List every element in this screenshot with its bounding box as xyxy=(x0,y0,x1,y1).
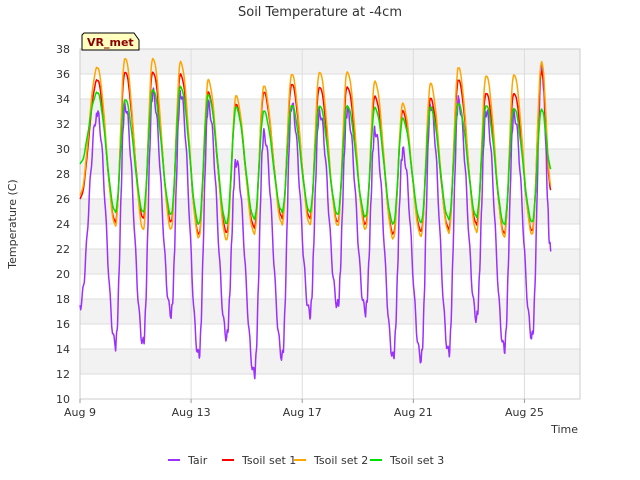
grid-band xyxy=(80,299,580,324)
series-lines xyxy=(79,57,552,380)
x-axis-label: Time xyxy=(550,423,578,436)
y-tick-label: 38 xyxy=(56,43,70,56)
y-axis-ticks: 10 12 14 16 18 20 22 24 26 28 30 32 34 36 38 xyxy=(56,43,70,406)
x-tick-label: Aug 17 xyxy=(283,406,322,419)
vr-met-badge: VR_met xyxy=(81,32,140,51)
plot-frame xyxy=(79,48,581,400)
series-line-tair xyxy=(79,63,552,380)
legend-item-tsoil-set-3: Tsoil set 3 xyxy=(370,454,444,467)
y-tick-label: 14 xyxy=(56,343,70,356)
grid-band xyxy=(80,49,580,74)
x-tick-label: Aug 13 xyxy=(172,406,211,419)
y-tick-label: 16 xyxy=(56,318,70,331)
y-tick-label: 18 xyxy=(56,293,70,306)
y-tick-label: 34 xyxy=(56,93,70,106)
y-tick-label: 26 xyxy=(56,193,70,206)
badge-label: VR_met xyxy=(87,36,134,49)
y-axis-label: Temperature (C) xyxy=(6,179,19,269)
y-tick-label: 10 xyxy=(56,393,70,406)
x-tick-label: Aug 25 xyxy=(505,406,544,419)
y-tick-label: 20 xyxy=(56,268,70,281)
legend-item-tair: Tair xyxy=(168,454,208,467)
y-tick-label: 12 xyxy=(56,368,70,381)
y-tick-label: 28 xyxy=(56,168,70,181)
legend-label: Tsoil set 3 xyxy=(389,454,444,467)
legend-label: Tsoil set 2 xyxy=(313,454,368,467)
chart-title: Soil Temperature at -4cm xyxy=(238,5,402,20)
badge-box xyxy=(81,32,140,51)
legend: Tair Tsoil set 1 Tsoil set 2 Tsoil set 3 xyxy=(168,454,444,467)
legend-label: Tair xyxy=(187,454,208,467)
legend-item-tsoil-set-2: Tsoil set 2 xyxy=(294,454,368,467)
grid-band xyxy=(80,349,580,374)
grid-band xyxy=(80,249,580,274)
grid-band xyxy=(80,99,580,124)
y-tick-label: 22 xyxy=(56,243,70,256)
y-tick-label: 36 xyxy=(56,68,70,81)
x-tick-label: Aug 9 xyxy=(64,406,96,419)
x-tick-label: Aug 21 xyxy=(394,406,433,419)
x-axis-ticks: Aug 9 Aug 13 Aug 17 Aug 21 Aug 25 xyxy=(64,399,544,419)
legend-item-tsoil-set-1: Tsoil set 1 xyxy=(222,454,296,467)
y-tick-label: 32 xyxy=(56,118,70,131)
y-tick-label: 24 xyxy=(56,218,70,231)
legend-label: Tsoil set 1 xyxy=(241,454,296,467)
y-tick-label: 30 xyxy=(56,143,70,156)
series-line-tsoil-set-3 xyxy=(79,85,552,226)
